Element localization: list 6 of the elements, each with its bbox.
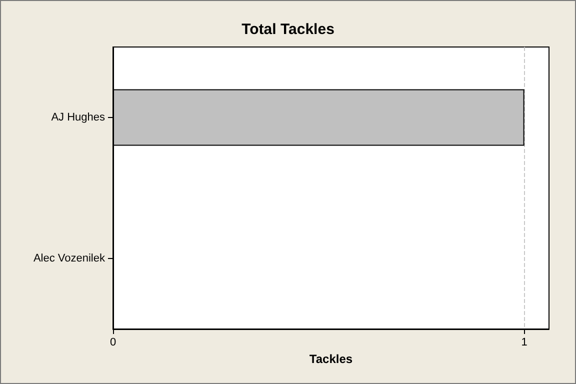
x-axis-title: Tackles [309,352,353,366]
x-tick-label: 0 [110,336,116,348]
x-tick-label: 1 [521,336,528,348]
y-tick-label: Alec Vozenilek [33,252,106,264]
chart-title: Total Tackles [242,21,334,38]
y-tick-label: AJ Hughes [51,112,106,124]
